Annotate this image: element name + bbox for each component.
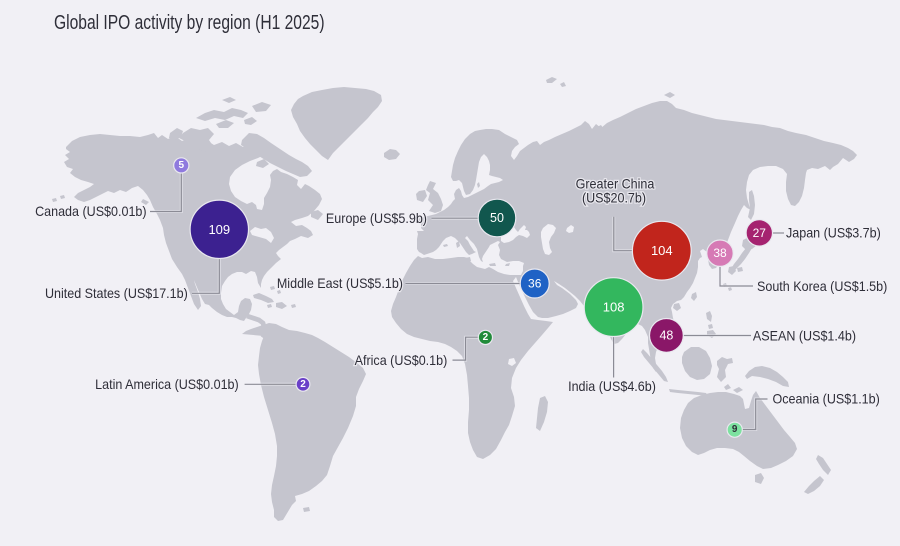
svg-text:Middle East (US$5.1b): Middle East (US$5.1b) (277, 276, 403, 292)
svg-text:(US$20.7b): (US$20.7b) (582, 190, 646, 206)
svg-text:Latin America (US$0.01b): Latin America (US$0.01b) (95, 376, 239, 392)
svg-text:India (US$4.6b): India (US$4.6b) (568, 379, 656, 395)
svg-text:Canada (US$0.01b): Canada (US$0.01b) (35, 204, 147, 220)
svg-text:104: 104 (651, 243, 673, 258)
svg-text:ASEAN (US$1.4b): ASEAN (US$1.4b) (753, 328, 856, 344)
svg-text:South Korea (US$1.5b): South Korea (US$1.5b) (757, 279, 887, 295)
svg-text:Oceania (US$1.1b): Oceania (US$1.1b) (773, 391, 880, 407)
svg-text:5: 5 (179, 160, 185, 171)
svg-text:Japan (US$3.7b): Japan (US$3.7b) (786, 225, 881, 241)
svg-text:38: 38 (713, 246, 727, 260)
svg-text:2: 2 (483, 332, 489, 343)
svg-text:Africa (US$0.1b): Africa (US$0.1b) (355, 352, 448, 368)
svg-text:50: 50 (490, 211, 504, 225)
svg-text:36: 36 (528, 277, 542, 291)
svg-text:109: 109 (208, 222, 230, 237)
svg-text:Europe (US$5.9b): Europe (US$5.9b) (326, 211, 427, 227)
svg-text:9: 9 (732, 424, 738, 435)
svg-text:United States (US$17.1b): United States (US$17.1b) (45, 286, 188, 302)
svg-text:2: 2 (300, 379, 306, 390)
svg-text:108: 108 (603, 300, 625, 315)
svg-text:Greater China: Greater China (576, 176, 655, 192)
svg-text:27: 27 (753, 226, 767, 240)
svg-text:48: 48 (659, 328, 673, 342)
